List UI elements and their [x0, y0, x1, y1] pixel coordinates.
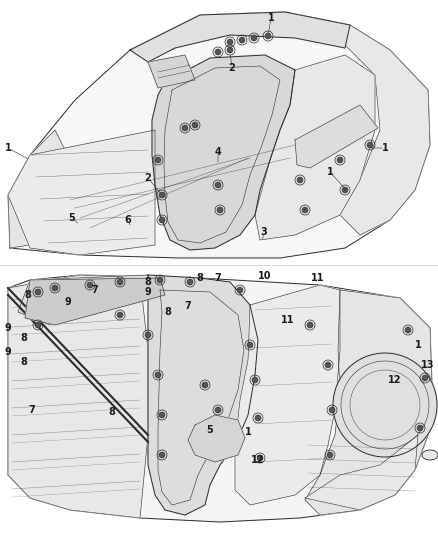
Polygon shape [25, 278, 165, 325]
Text: 2: 2 [229, 63, 235, 73]
Text: 1: 1 [381, 143, 389, 153]
Polygon shape [148, 55, 195, 88]
Text: 5: 5 [69, 213, 75, 223]
Circle shape [182, 125, 188, 131]
Text: 9: 9 [65, 297, 71, 307]
Circle shape [157, 277, 163, 283]
Polygon shape [18, 275, 148, 325]
Circle shape [215, 182, 221, 188]
Text: 7: 7 [28, 405, 35, 415]
Circle shape [237, 287, 243, 293]
Text: 1: 1 [245, 427, 251, 437]
Polygon shape [8, 275, 148, 518]
Polygon shape [255, 55, 375, 240]
Circle shape [52, 285, 58, 291]
Circle shape [215, 49, 221, 55]
Polygon shape [148, 275, 258, 515]
Text: 8: 8 [21, 357, 28, 367]
Circle shape [337, 157, 343, 163]
Text: 1: 1 [415, 340, 421, 350]
Circle shape [217, 207, 223, 213]
Circle shape [265, 33, 271, 39]
Text: 7: 7 [92, 285, 99, 295]
Text: 3: 3 [261, 227, 267, 237]
Text: 12: 12 [388, 375, 402, 385]
Text: 8: 8 [165, 307, 171, 317]
Text: 5: 5 [207, 425, 213, 435]
Text: 8: 8 [21, 333, 28, 343]
Circle shape [192, 122, 198, 128]
Circle shape [117, 279, 123, 285]
Circle shape [239, 37, 245, 43]
Text: 1: 1 [268, 13, 274, 23]
Text: 2: 2 [145, 173, 152, 183]
Circle shape [145, 332, 151, 338]
Circle shape [159, 412, 165, 418]
Circle shape [227, 47, 233, 53]
Polygon shape [235, 285, 340, 505]
Text: 8: 8 [197, 273, 203, 283]
Text: 8: 8 [145, 277, 152, 287]
Text: 13: 13 [421, 360, 435, 370]
Polygon shape [295, 105, 378, 168]
Polygon shape [8, 12, 430, 258]
Circle shape [422, 375, 428, 381]
Text: 7: 7 [185, 301, 191, 311]
Text: 8: 8 [109, 407, 116, 417]
Text: 10: 10 [258, 271, 272, 281]
Polygon shape [305, 435, 418, 510]
Polygon shape [8, 130, 155, 255]
Text: 6: 6 [125, 215, 131, 225]
Circle shape [159, 452, 165, 458]
Circle shape [307, 322, 313, 328]
Text: 9: 9 [5, 347, 11, 357]
Circle shape [367, 142, 373, 148]
Text: 9: 9 [145, 287, 152, 297]
Circle shape [405, 327, 411, 333]
Polygon shape [188, 415, 245, 462]
Circle shape [417, 425, 423, 431]
Circle shape [155, 157, 161, 163]
Circle shape [329, 407, 335, 413]
Circle shape [159, 217, 165, 223]
Circle shape [297, 177, 303, 183]
Circle shape [327, 452, 333, 458]
Polygon shape [130, 12, 350, 62]
Polygon shape [340, 25, 430, 235]
Text: 1: 1 [5, 143, 11, 153]
Circle shape [202, 382, 208, 388]
Circle shape [251, 35, 257, 41]
Circle shape [117, 312, 123, 318]
Text: 12: 12 [251, 455, 265, 465]
Circle shape [227, 39, 233, 45]
Circle shape [247, 342, 253, 348]
Circle shape [35, 322, 41, 328]
Polygon shape [8, 275, 432, 522]
Circle shape [252, 377, 258, 383]
Polygon shape [152, 55, 295, 250]
Circle shape [302, 207, 308, 213]
Polygon shape [305, 290, 432, 515]
Circle shape [155, 372, 161, 378]
Circle shape [257, 455, 263, 461]
Text: 11: 11 [281, 315, 295, 325]
Text: 1: 1 [327, 167, 333, 177]
Polygon shape [8, 130, 65, 248]
Text: 11: 11 [311, 273, 325, 283]
Circle shape [325, 362, 331, 368]
Text: 4: 4 [215, 147, 221, 157]
Circle shape [215, 407, 221, 413]
Text: 7: 7 [215, 273, 221, 283]
Circle shape [255, 415, 261, 421]
Circle shape [35, 289, 41, 295]
Circle shape [159, 192, 165, 198]
Circle shape [187, 279, 193, 285]
Circle shape [87, 282, 93, 288]
Ellipse shape [422, 450, 438, 460]
Circle shape [342, 187, 348, 193]
Circle shape [333, 353, 437, 457]
Text: 9: 9 [5, 323, 11, 333]
Text: 8: 8 [25, 290, 32, 300]
